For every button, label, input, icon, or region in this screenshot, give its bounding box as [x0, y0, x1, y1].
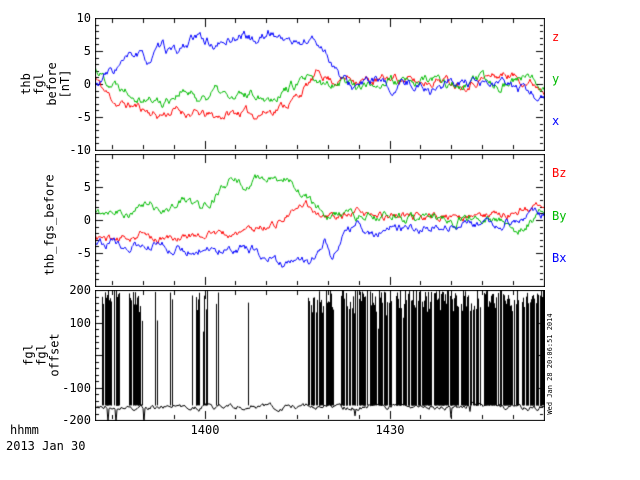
y-tick-label: 5	[83, 180, 91, 194]
plot-timestamp-text: Wed Jan 28 20:06:51 2014	[546, 313, 554, 415]
y-tick-label: -5	[76, 110, 91, 124]
x-axis-units-label: hhmm	[10, 423, 39, 437]
y-tick-label: 0	[83, 77, 91, 91]
x-tick-1400-label: 1400	[190, 423, 220, 437]
y-tick-label: -10	[69, 143, 91, 157]
date-label: 2013 Jan 30	[6, 439, 86, 453]
panel3-fgl-offset-canvas	[95, 290, 545, 421]
y-tick-label: -5	[76, 246, 91, 260]
y-tick-label: 100	[69, 315, 91, 330]
series-label-x: x	[552, 114, 560, 128]
y-tick-label: 5	[83, 44, 91, 58]
panel2-fgs-before-canvas	[95, 154, 545, 287]
series-label-z: z	[552, 30, 560, 44]
y-tick-label: 10	[76, 11, 91, 25]
y-tick-label: -200	[62, 413, 91, 427]
y-tick-label: 0	[83, 213, 91, 227]
series-label-by: By	[552, 209, 567, 223]
y-tick-label: -100	[62, 380, 91, 395]
y-tick-label: 200	[69, 283, 91, 297]
series-label-bx: Bx	[552, 251, 567, 265]
series-label-bz: Bz	[552, 166, 567, 180]
panel1-fgl-before-canvas	[95, 18, 545, 151]
panel3-y-axis-title-text: fgl fgl offset	[21, 333, 62, 377]
series-label-y: y	[552, 72, 560, 86]
x-tick-1430-label: 1430	[375, 423, 405, 437]
